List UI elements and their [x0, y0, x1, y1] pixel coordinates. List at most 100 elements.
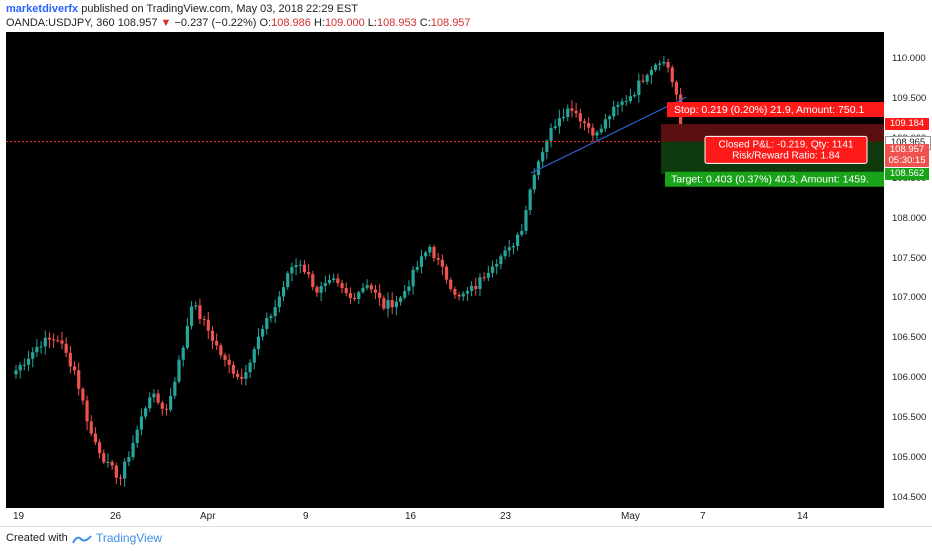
y-tick-label: 105.500: [892, 412, 927, 424]
candle: [244, 372, 248, 379]
candle: [528, 189, 532, 211]
y-tick-label: 106.500: [892, 332, 927, 344]
candle: [298, 264, 302, 266]
candle: [143, 408, 148, 417]
candle: [240, 376, 244, 379]
candle: [344, 288, 348, 294]
footer: Created with TradingView: [0, 526, 932, 551]
candlestick-chart[interactable]: Stop: 0.219 (0.20%) 21.9, Amount: 750.1 C…: [6, 32, 884, 508]
target-text: Target: 0.403 (0.37%) 40.3, Amount: 1459…: [671, 174, 869, 186]
candle: [578, 113, 582, 122]
y-tick-label: 110.000: [892, 53, 926, 64]
candle: [398, 297, 403, 302]
time-axis[interactable]: 19 26 Apr 9 16 23 May 7 14: [6, 508, 884, 526]
low-value: 108.953: [376, 17, 417, 29]
candle: [26, 358, 31, 365]
candle: [616, 104, 620, 107]
candle: [670, 67, 674, 83]
candle: [185, 325, 189, 348]
candle: [369, 285, 373, 290]
publish-line: marketdiverfx published on TradingView.c…: [6, 3, 358, 15]
candle: [633, 94, 637, 97]
pnl-box: [704, 135, 868, 164]
candle: [261, 328, 265, 337]
candle: [248, 362, 252, 373]
candle: [85, 400, 89, 422]
low-label: L:: [367, 17, 377, 29]
candle: [582, 121, 587, 124]
candle: [290, 266, 294, 274]
candle: [461, 293, 465, 297]
candle: [553, 126, 557, 129]
candle: [348, 293, 352, 298]
candle: [311, 274, 315, 288]
candle: [478, 277, 482, 290]
candle: [490, 266, 495, 273]
candle: [520, 230, 524, 235]
candle: [160, 402, 164, 409]
open-value: 108.986: [271, 17, 311, 29]
candle: [428, 246, 432, 253]
publish-info: published on TradingView.com, May 03, 20…: [78, 3, 359, 15]
y-tick-label: 107.000: [892, 292, 927, 304]
candle: [507, 247, 511, 251]
candle: [219, 345, 223, 356]
candle: [486, 272, 490, 278]
candle: [177, 359, 181, 382]
symbol-label[interactable]: OANDA:USDJPY, 360: [6, 17, 115, 29]
candle: [52, 339, 56, 341]
candle: [22, 364, 26, 366]
candle: [403, 291, 407, 298]
y-tick-label: 104.500: [892, 492, 927, 503]
candle: [98, 442, 102, 454]
target-box: [665, 171, 884, 187]
y-tick-label: 105.000: [892, 452, 927, 464]
candle: [561, 116, 566, 119]
x-tick-label: Apr: [200, 511, 216, 522]
candle: [340, 283, 344, 289]
candle: [536, 161, 541, 175]
candle: [210, 330, 215, 341]
candle: [294, 265, 298, 267]
candle: [231, 364, 235, 374]
candle: [336, 278, 340, 284]
candle: [373, 289, 378, 293]
candle: [269, 316, 273, 319]
chart-pane[interactable]: Stop: 0.219 (0.20%) 21.9, Amount: 750.1 C…: [6, 32, 884, 508]
candle: [424, 252, 428, 257]
x-tick-label: 19: [13, 511, 25, 522]
price-axis[interactable]: 110.000109.500109.000108.500108.000107.5…: [884, 32, 932, 508]
candle: [131, 442, 135, 458]
candle: [206, 319, 210, 331]
candle: [223, 355, 227, 360]
candle: [465, 290, 470, 294]
candle: [641, 80, 645, 82]
candle: [653, 64, 658, 70]
tradingview-brand[interactable]: TradingView: [96, 531, 163, 545]
candle: [628, 96, 633, 102]
candle: [68, 352, 72, 367]
candle: [570, 108, 574, 111]
candle: [378, 292, 382, 299]
pnl-line-1: Closed P&L: -0.219, Qty: 1141: [719, 139, 854, 150]
candle: [390, 300, 394, 308]
high-value: 109.000: [324, 17, 365, 29]
candle: [123, 461, 127, 479]
high-label: H:: [313, 17, 325, 29]
candle: [93, 433, 98, 443]
candle: [273, 307, 277, 317]
y-tick-label: 108.000: [892, 212, 927, 224]
candle: [315, 287, 319, 293]
author-link[interactable]: marketdiverfx: [6, 3, 79, 15]
candle: [474, 285, 478, 290]
created-with-label: Created with: [6, 532, 68, 544]
candle: [14, 370, 18, 375]
candle: [415, 266, 419, 270]
countdown-label: 05:30:15: [885, 155, 929, 168]
candle: [407, 286, 411, 292]
candle: [307, 272, 311, 275]
candle: [365, 285, 369, 288]
candle: [607, 116, 612, 120]
candle: [361, 287, 365, 293]
candle: [256, 336, 261, 350]
